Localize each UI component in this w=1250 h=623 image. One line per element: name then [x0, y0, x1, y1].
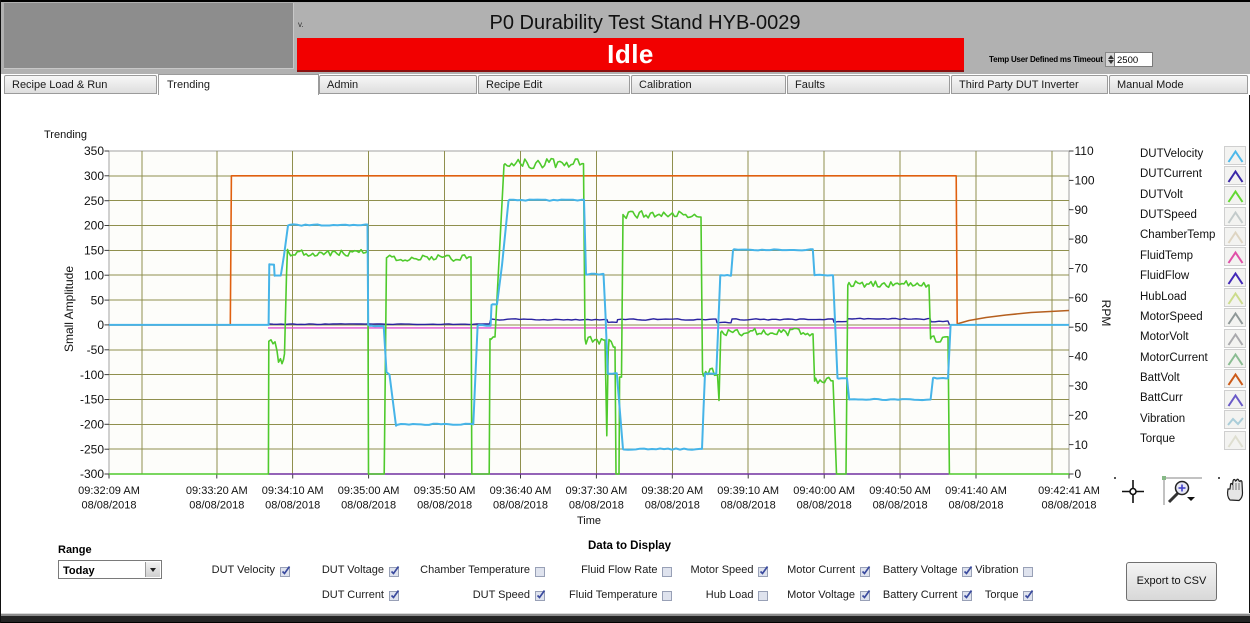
svg-text:09:38:20 AM: 09:38:20 AM — [641, 485, 703, 497]
svg-text:08/08/2018: 08/08/2018 — [417, 500, 472, 512]
svg-text:350: 350 — [84, 144, 104, 158]
svg-text:30: 30 — [1075, 379, 1089, 393]
svg-text:09:41:40 AM: 09:41:40 AM — [945, 485, 1007, 497]
svg-text:08/08/2018: 08/08/2018 — [645, 500, 700, 512]
svg-text:100: 100 — [84, 268, 104, 282]
svg-text:60: 60 — [1075, 291, 1089, 305]
svg-text:08/08/2018: 08/08/2018 — [873, 500, 928, 512]
svg-text:08/08/2018: 08/08/2018 — [189, 500, 244, 512]
svg-text:08/08/2018: 08/08/2018 — [948, 500, 1003, 512]
svg-text:-200: -200 — [80, 418, 104, 432]
svg-text:150: 150 — [84, 244, 104, 258]
svg-text:300: 300 — [84, 169, 104, 183]
svg-text:50: 50 — [91, 293, 105, 307]
svg-text:08/08/2018: 08/08/2018 — [721, 500, 776, 512]
svg-text:08/08/2018: 08/08/2018 — [265, 500, 320, 512]
svg-text:08/08/2018: 08/08/2018 — [341, 500, 396, 512]
svg-text:250: 250 — [84, 194, 104, 208]
svg-text:09:36:40 AM: 09:36:40 AM — [490, 485, 552, 497]
svg-text:80: 80 — [1075, 232, 1089, 246]
svg-text:0: 0 — [1075, 467, 1082, 481]
svg-text:08/08/2018: 08/08/2018 — [797, 500, 852, 512]
svg-text:09:42:41 AM: 09:42:41 AM — [1038, 485, 1100, 497]
svg-text:09:33:20 AM: 09:33:20 AM — [186, 485, 248, 497]
svg-text:100: 100 — [1075, 174, 1095, 188]
svg-text:110: 110 — [1075, 144, 1094, 158]
svg-text:09:40:50 AM: 09:40:50 AM — [869, 485, 931, 497]
svg-text:50: 50 — [1075, 320, 1089, 334]
svg-text:09:39:10 AM: 09:39:10 AM — [717, 485, 779, 497]
svg-text:08/08/2018: 08/08/2018 — [569, 500, 624, 512]
svg-text:Small Amplitude: Small Amplitude — [62, 266, 76, 352]
svg-text:09:35:00 AM: 09:35:00 AM — [338, 485, 400, 497]
svg-text:08/08/2018: 08/08/2018 — [1041, 500, 1096, 512]
svg-text:09:37:30 AM: 09:37:30 AM — [566, 485, 628, 497]
svg-text:09:35:50 AM: 09:35:50 AM — [414, 485, 476, 497]
svg-text:-100: -100 — [80, 368, 104, 382]
svg-text:10: 10 — [1075, 438, 1089, 452]
svg-text:-150: -150 — [80, 393, 104, 407]
svg-text:09:32:09 AM: 09:32:09 AM — [78, 485, 140, 497]
svg-text:08/08/2018: 08/08/2018 — [493, 500, 548, 512]
svg-text:200: 200 — [84, 219, 104, 233]
svg-text:40: 40 — [1075, 350, 1089, 364]
svg-text:-250: -250 — [80, 442, 104, 456]
svg-text:09:40:00 AM: 09:40:00 AM — [793, 485, 855, 497]
svg-text:90: 90 — [1075, 203, 1089, 217]
svg-text:RPM: RPM — [1099, 300, 1113, 327]
svg-text:09:34:10 AM: 09:34:10 AM — [262, 485, 324, 497]
svg-text:70: 70 — [1075, 262, 1089, 276]
svg-text:20: 20 — [1075, 409, 1089, 423]
svg-text:-50: -50 — [87, 343, 105, 357]
svg-text:0: 0 — [97, 318, 104, 332]
svg-text:-300: -300 — [80, 467, 104, 481]
svg-text:08/08/2018: 08/08/2018 — [81, 500, 136, 512]
